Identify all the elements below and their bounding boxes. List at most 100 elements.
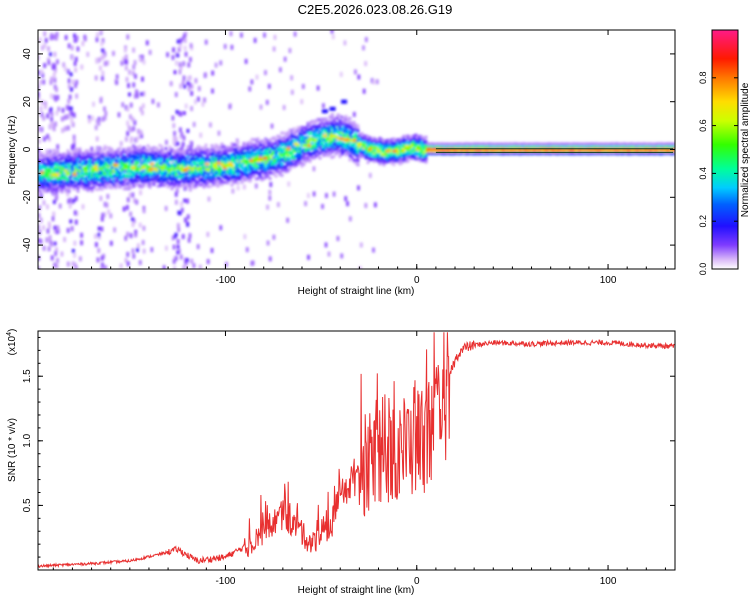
heatmap-ridge-cell — [60, 167, 64, 171]
heatmap-ridge-cell — [412, 137, 416, 141]
heatmap-noise-cell — [103, 115, 107, 121]
heatmap-ridge-cell — [196, 180, 200, 184]
heatmap-ridge-cell — [104, 167, 108, 171]
heatmap-ridge-cell — [280, 131, 284, 135]
heatmap-ridge-cell — [232, 143, 236, 147]
heatmap-streak-cell — [183, 198, 187, 203]
heatmap-ridge-cell — [564, 151, 568, 155]
heatmap-ridge-cell — [276, 164, 280, 168]
heatmap-ridge-cell — [240, 163, 244, 167]
heatmap-noise-cell — [111, 50, 115, 56]
heatmap-ridge-cell — [670, 149, 674, 153]
heatmap-ridge-cell — [88, 186, 92, 190]
heatmap-ridge-cell — [118, 159, 122, 163]
heatmap-ridge-cell — [666, 151, 670, 155]
heatmap-noise-cell — [91, 115, 95, 121]
heatmap-ridge-cell — [254, 152, 258, 156]
heatmap-noise-cell — [128, 69, 132, 75]
heatmap-ridge-cell — [48, 179, 52, 183]
heatmap-ridge-cell — [38, 179, 42, 183]
heatmap-ridge-cell — [344, 148, 348, 152]
heatmap-ridge-cell — [92, 153, 96, 157]
heatmap-ridge-cell — [68, 153, 72, 157]
heatmap-ridge-cell — [150, 181, 154, 185]
heatmap-ridge-cell — [86, 172, 90, 176]
heatmap-ridge-cell — [376, 143, 380, 147]
heatmap-ridge-cell — [290, 155, 294, 159]
heatmap-ridge-cell — [242, 147, 246, 151]
heatmap-ridge-cell — [348, 158, 352, 162]
heatmap-ridge-cell — [636, 142, 640, 146]
heatmap-noise-cell — [266, 204, 270, 210]
heatmap-noise-cell — [49, 240, 53, 246]
heatmap-ridge-cell — [390, 141, 394, 145]
heatmap-ridge-cell — [460, 151, 464, 155]
heatmap-ridge-cell — [524, 142, 528, 146]
heatmap-ridge-cell — [584, 149, 588, 153]
heatmap-ridge-cell — [222, 157, 226, 161]
heatmap-noise-cell — [50, 158, 54, 164]
heatmap-ridge-cell — [48, 177, 52, 181]
heatmap-ridge-cell — [352, 143, 356, 147]
heatmap-ridge-cell — [388, 153, 392, 157]
heatmap-ridge-cell — [72, 150, 76, 154]
heatmap-ridge-cell — [182, 155, 186, 159]
heatmap-ridge-cell — [272, 149, 276, 153]
heatmap-ridge-cell — [250, 170, 254, 174]
heatmap-ridge-cell — [310, 155, 314, 159]
heatmap-noise-cell — [253, 37, 257, 43]
heatmap-ridge-cell — [320, 117, 324, 121]
heatmap-ridge-cell — [64, 188, 68, 192]
heatmap-ridge-cell — [500, 152, 504, 156]
heatmap-ridge-cell — [118, 174, 122, 178]
heatmap-ridge-cell — [168, 166, 172, 170]
heatmap-ridge-cell — [320, 137, 324, 141]
heatmap-ridge-cell — [538, 152, 542, 156]
heatmap-ridge-cell — [290, 128, 294, 132]
heatmap-ridge-cell — [166, 173, 170, 177]
heatmap-ridge-cell — [172, 167, 176, 171]
heatmap-ridge-cell — [298, 153, 302, 157]
heatmap-noise-cell — [133, 198, 137, 204]
heatmap-ridge-cell — [608, 151, 612, 155]
heatmap-ridge-cell — [218, 172, 222, 176]
heatmap-ridge-cell — [110, 159, 114, 163]
heatmap-ridge-cell — [354, 133, 358, 137]
heatmap-ridge-cell — [210, 167, 214, 171]
heatmap-ridge-cell — [404, 139, 408, 143]
heatmap-ridge-cell — [268, 163, 272, 167]
heatmap-ridge-cell — [552, 149, 556, 153]
heatmap-peak-cell — [188, 166, 193, 170]
heatmap-ridge-cell — [96, 182, 100, 186]
heatmap-ridge-cell — [128, 159, 132, 163]
heatmap-ridge-cell — [206, 165, 210, 169]
heatmap-ridge-cell — [158, 180, 162, 184]
heatmap-ridge-cell — [238, 160, 242, 164]
heatmap-ridge-cell — [212, 148, 216, 152]
heatmap-noise-cell — [115, 74, 119, 80]
heatmap-ridge-cell — [318, 137, 322, 141]
heatmap-ridge-cell — [410, 141, 414, 145]
heatmap-ridge-cell — [318, 124, 322, 128]
heatmap-ridge-cell — [86, 188, 90, 192]
heatmap-ridge-cell — [164, 160, 168, 164]
heatmap-ridge-cell — [118, 185, 122, 189]
heatmap-ridge-cell — [458, 149, 462, 153]
heatmap-ridge-cell — [258, 166, 262, 170]
heatmap-ridge-cell — [132, 154, 136, 158]
heatmap-ridge-cell — [156, 148, 160, 152]
heatmap-ridge-cell — [304, 126, 308, 130]
heatmap-ridge-cell — [176, 160, 180, 164]
heatmap-ridge-cell — [194, 174, 198, 178]
heatmap-ridge-cell — [244, 168, 248, 172]
heatmap-ridge-cell — [114, 183, 118, 187]
heatmap-ridge-cell — [190, 164, 194, 168]
heatmap-ridge-cell — [348, 149, 352, 153]
heatmap-ridge-cell — [162, 183, 166, 187]
heatmap-ridge-cell — [62, 152, 66, 156]
heatmap-ridge-cell — [172, 177, 176, 181]
heatmap-ridge-cell — [592, 144, 596, 148]
heatmap-noise-cell — [87, 118, 91, 124]
heatmap-ridge-cell — [210, 147, 214, 151]
heatmap-noise-cell — [126, 197, 130, 203]
